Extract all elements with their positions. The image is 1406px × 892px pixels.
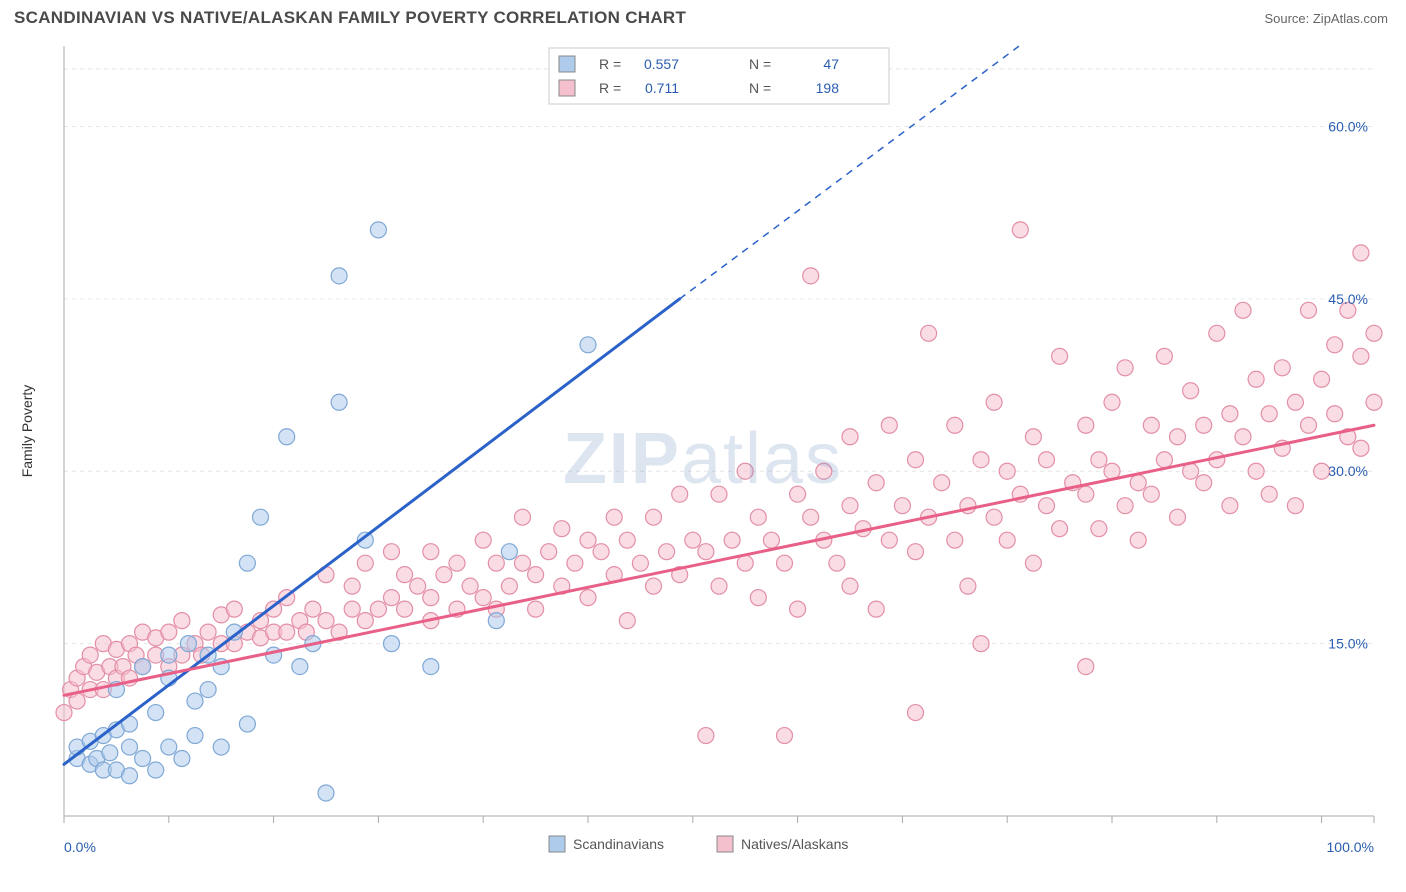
- svg-text:47: 47: [823, 56, 839, 72]
- svg-text:R =: R =: [599, 56, 621, 72]
- svg-text:0.0%: 0.0%: [64, 839, 96, 855]
- svg-text:15.0%: 15.0%: [1328, 636, 1368, 652]
- chart-title: SCANDINAVIAN VS NATIVE/ALASKAN FAMILY PO…: [14, 8, 686, 28]
- svg-text:0.557: 0.557: [644, 56, 679, 72]
- svg-text:N =: N =: [749, 56, 771, 72]
- svg-text:30.0%: 30.0%: [1328, 463, 1368, 479]
- svg-text:60.0%: 60.0%: [1328, 118, 1368, 134]
- svg-text:198: 198: [816, 80, 840, 96]
- svg-text:Scandinavians: Scandinavians: [573, 836, 664, 852]
- svg-text:Family Poverty: Family Poverty: [19, 385, 35, 478]
- svg-text:N =: N =: [749, 80, 771, 96]
- svg-text:45.0%: 45.0%: [1328, 291, 1368, 307]
- source-link[interactable]: ZipAtlas.com: [1313, 11, 1388, 26]
- svg-text:R =: R =: [599, 80, 621, 96]
- svg-text:Natives/Alaskans: Natives/Alaskans: [741, 836, 848, 852]
- scatter-chart: 0.0% 100.0% 15.0% 30.0% 45.0% 60.0% Family Pov…: [14, 36, 1392, 882]
- svg-text:0.711: 0.711: [645, 80, 679, 96]
- svg-text:100.0%: 100.0%: [1327, 839, 1374, 855]
- source-prefix: Source:: [1264, 11, 1312, 26]
- chart-container: ZIPatlas 0.0%100.0%15.0%30.0%45.0%60.0%F…: [14, 36, 1392, 882]
- source-credit: Source: ZipAtlas.com: [1264, 11, 1388, 26]
